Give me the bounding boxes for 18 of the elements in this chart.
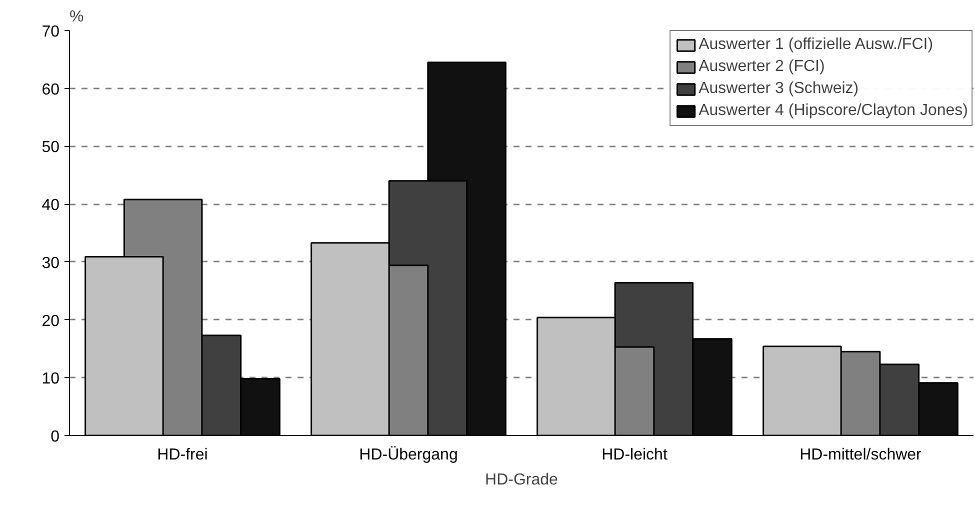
y-tick-label: 20 [42, 312, 60, 330]
y-tick-label: 30 [42, 254, 60, 272]
x-axis-title: HD-Grade [485, 472, 558, 488]
y-tick-label: 0 [50, 428, 60, 446]
legend-label: Auswerter 1 (offizielle Ausw./FCI) [698, 35, 934, 55]
y-tick-label: 70 [42, 24, 60, 40]
legend-label: Auswerter 2 (FCI) [698, 57, 825, 77]
y-tick-label: 50 [42, 139, 60, 156]
x-tick-label: HD-frei [157, 446, 208, 464]
legend-label: Auswerter 4 (Hipscore/Clayton Jones) [698, 101, 968, 121]
x-tick-label: HD-Übergang [359, 446, 458, 464]
legend-label: Auswerter 3 (Schweiz) [698, 79, 859, 99]
x-tick-label: HD-leicht [602, 446, 668, 464]
y-tick-label: 10 [42, 370, 60, 388]
x-tick-label: HD-mittel/schwer [800, 446, 922, 464]
y-tick-label: 40 [42, 197, 60, 214]
y-axis-title: % [70, 8, 84, 26]
y-tick-label: 60 [42, 81, 60, 98]
